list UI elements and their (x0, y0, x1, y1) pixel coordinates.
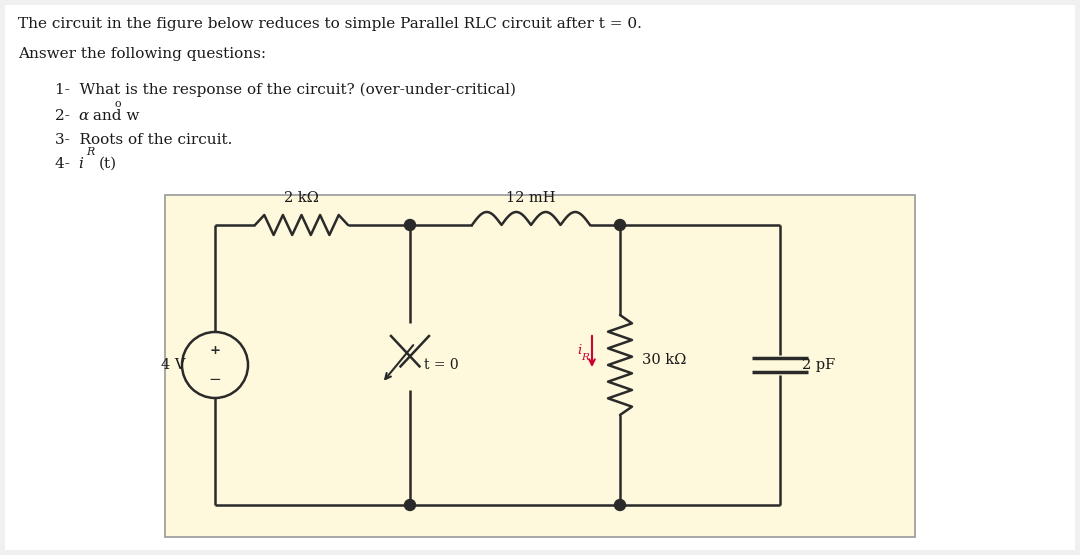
Text: 2-: 2- (55, 109, 80, 123)
Text: i: i (578, 344, 582, 356)
Text: R: R (86, 147, 94, 157)
Text: 30 kΩ: 30 kΩ (642, 353, 687, 367)
Text: 4 V: 4 V (161, 358, 186, 372)
Text: 1-  What is the response of the circuit? (over-under-critical): 1- What is the response of the circuit? … (55, 83, 516, 97)
Text: +: + (210, 345, 220, 357)
Text: 3-  Roots of the circuit.: 3- Roots of the circuit. (55, 133, 232, 147)
Text: The circuit in the figure below reduces to simple Parallel RLC circuit after t =: The circuit in the figure below reduces … (18, 17, 642, 31)
Circle shape (405, 219, 416, 230)
Text: 12 mH: 12 mH (507, 191, 556, 205)
Circle shape (615, 500, 625, 511)
Text: Answer the following questions:: Answer the following questions: (18, 47, 266, 61)
Circle shape (615, 219, 625, 230)
Text: and w: and w (87, 109, 139, 123)
Text: 2 pF: 2 pF (802, 358, 835, 372)
Text: −: − (208, 371, 221, 386)
Text: (t): (t) (99, 157, 117, 171)
Text: 4-: 4- (55, 157, 80, 171)
Text: α: α (78, 109, 89, 123)
Text: 2 kΩ: 2 kΩ (284, 191, 319, 205)
Text: t = 0: t = 0 (424, 358, 459, 372)
Text: R: R (581, 352, 589, 361)
Text: o: o (114, 99, 122, 109)
Text: i: i (78, 157, 83, 171)
Circle shape (405, 500, 416, 511)
FancyBboxPatch shape (5, 5, 1075, 550)
FancyBboxPatch shape (165, 195, 915, 537)
